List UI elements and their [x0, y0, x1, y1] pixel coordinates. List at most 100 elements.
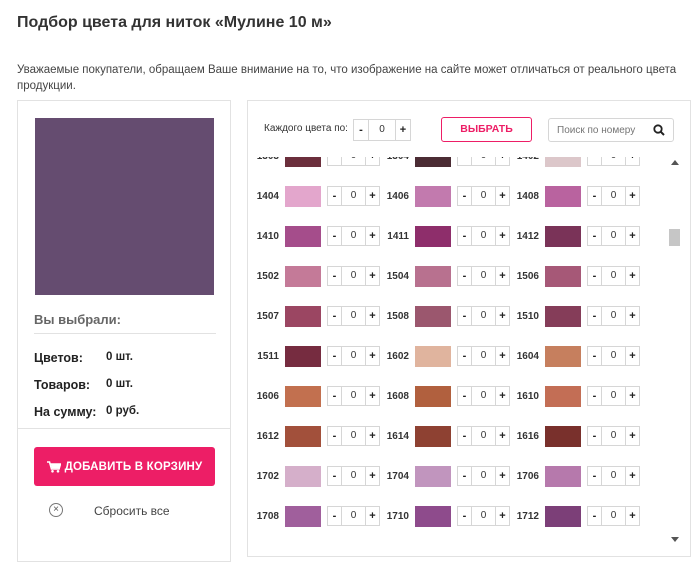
decrement-button[interactable]: -	[462, 390, 467, 402]
increment-button[interactable]: +	[629, 230, 636, 242]
increment-button[interactable]: +	[499, 350, 506, 362]
increment-button[interactable]: +	[629, 190, 636, 202]
color-qty-value[interactable]: 0	[601, 387, 626, 405]
decrement-button[interactable]: -	[592, 350, 597, 362]
increment-button[interactable]: +	[626, 157, 639, 165]
color-qty-value[interactable]: 0	[341, 187, 366, 205]
decrement-button[interactable]: -	[458, 157, 471, 165]
color-qty-value[interactable]: 0	[341, 387, 366, 405]
color-swatch[interactable]	[285, 346, 321, 367]
color-swatch[interactable]	[415, 266, 451, 287]
color-swatch[interactable]	[415, 186, 451, 207]
increment-button[interactable]: +	[629, 430, 636, 442]
increment-button[interactable]: +	[369, 270, 376, 282]
decrement-button[interactable]: -	[332, 190, 337, 202]
decrement-button[interactable]: -	[332, 350, 337, 362]
reset-label[interactable]: Сбросить все	[94, 504, 170, 518]
decrement-button[interactable]: -	[592, 510, 597, 522]
increment-button[interactable]: +	[629, 510, 636, 522]
color-swatch[interactable]	[545, 226, 581, 247]
increment-button[interactable]: +	[629, 470, 636, 482]
color-swatch[interactable]	[545, 466, 581, 487]
color-qty-stepper[interactable]: -0+	[457, 386, 510, 406]
color-qty-stepper[interactable]: -0+	[457, 157, 510, 166]
color-qty-value[interactable]: 0	[341, 267, 366, 285]
color-qty-stepper[interactable]: -0+	[587, 466, 640, 486]
color-qty-value[interactable]: 0	[601, 227, 626, 245]
decrement-button[interactable]: -	[332, 230, 337, 242]
color-qty-value[interactable]: 0	[601, 187, 626, 205]
color-qty-stepper[interactable]: -0+	[327, 386, 380, 406]
decrement-button[interactable]: -	[332, 510, 337, 522]
color-qty-stepper[interactable]: -0+	[457, 426, 510, 446]
scroll-down-icon[interactable]	[671, 537, 679, 542]
color-qty-stepper[interactable]: -0+	[327, 226, 380, 246]
each-color-value[interactable]: 0	[368, 120, 396, 140]
decrement-button[interactable]: -	[359, 124, 363, 136]
decrement-button[interactable]: -	[332, 310, 337, 322]
search-icon[interactable]	[653, 124, 665, 136]
color-qty-stepper[interactable]: -0+	[327, 346, 380, 366]
search-box[interactable]	[548, 118, 674, 142]
increment-button[interactable]: +	[399, 124, 407, 136]
color-swatch[interactable]	[545, 386, 581, 407]
color-qty-value[interactable]: 0	[601, 427, 626, 445]
color-swatch[interactable]	[415, 306, 451, 327]
decrement-button[interactable]: -	[592, 430, 597, 442]
color-qty-stepper[interactable]: -0+	[327, 186, 380, 206]
color-qty-stepper[interactable]: -0+	[587, 186, 640, 206]
increment-button[interactable]: +	[499, 230, 506, 242]
color-swatch[interactable]	[415, 426, 451, 447]
color-qty-stepper[interactable]: -0+	[587, 426, 640, 446]
color-swatch[interactable]	[545, 306, 581, 327]
each-color-stepper[interactable]: - 0 +	[353, 119, 411, 141]
increment-button[interactable]: +	[366, 157, 379, 165]
color-qty-value[interactable]: 0	[601, 347, 626, 365]
increment-button[interactable]: +	[499, 390, 506, 402]
increment-button[interactable]: +	[369, 430, 376, 442]
decrement-button[interactable]: -	[462, 310, 467, 322]
color-qty-stepper[interactable]: -0+	[457, 346, 510, 366]
scroll-up-icon[interactable]	[671, 160, 679, 165]
scroll-thumb[interactable]	[669, 229, 680, 246]
increment-button[interactable]: +	[369, 190, 376, 202]
color-qty-stepper[interactable]: -0+	[327, 306, 380, 326]
color-qty-value[interactable]: 0	[601, 507, 626, 525]
increment-button[interactable]: +	[499, 430, 506, 442]
color-qty-value[interactable]: 0	[471, 307, 496, 325]
color-qty-value[interactable]: 0	[471, 157, 496, 165]
color-qty-value[interactable]: 0	[341, 467, 366, 485]
color-qty-value[interactable]: 0	[471, 187, 496, 205]
color-swatch[interactable]	[285, 306, 321, 327]
color-swatch[interactable]	[415, 226, 451, 247]
decrement-button[interactable]: -	[462, 350, 467, 362]
color-qty-value[interactable]: 0	[471, 507, 496, 525]
color-qty-stepper[interactable]: -0+	[457, 306, 510, 326]
decrement-button[interactable]: -	[332, 390, 337, 402]
decrement-button[interactable]: -	[462, 430, 467, 442]
increment-button[interactable]: +	[496, 157, 509, 165]
color-qty-value[interactable]: 0	[341, 507, 366, 525]
color-qty-stepper[interactable]: -0+	[327, 157, 380, 166]
color-swatch[interactable]	[545, 266, 581, 287]
color-qty-value[interactable]: 0	[471, 347, 496, 365]
color-swatch[interactable]	[285, 386, 321, 407]
color-qty-stepper[interactable]: -0+	[587, 226, 640, 246]
choose-button[interactable]: ВЫБРАТЬ	[441, 117, 532, 142]
color-swatch[interactable]	[545, 506, 581, 527]
color-qty-stepper[interactable]: -0+	[587, 306, 640, 326]
color-qty-stepper[interactable]: -0+	[457, 226, 510, 246]
decrement-button[interactable]: -	[592, 230, 597, 242]
increment-button[interactable]: +	[369, 350, 376, 362]
increment-button[interactable]: +	[499, 190, 506, 202]
color-qty-value[interactable]: 0	[471, 467, 496, 485]
increment-button[interactable]: +	[369, 470, 376, 482]
color-qty-stepper[interactable]: -0+	[327, 466, 380, 486]
color-qty-stepper[interactable]: -0+	[457, 506, 510, 526]
color-qty-value[interactable]: 0	[341, 157, 366, 165]
color-qty-stepper[interactable]: -0+	[457, 186, 510, 206]
color-swatch[interactable]	[415, 506, 451, 527]
color-qty-stepper[interactable]: -0+	[587, 386, 640, 406]
decrement-button[interactable]: -	[588, 157, 601, 165]
increment-button[interactable]: +	[369, 310, 376, 322]
